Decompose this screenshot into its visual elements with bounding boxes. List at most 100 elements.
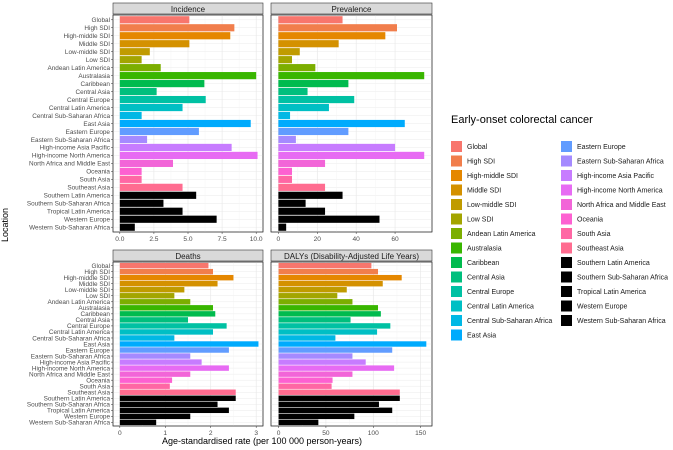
bar-east-asia xyxy=(119,119,251,128)
bar-high-income-north-america xyxy=(278,151,425,160)
legend-key xyxy=(451,199,462,210)
y-tick-label: Southeast Asia xyxy=(67,390,110,397)
bar-global xyxy=(119,16,190,24)
plot-frame xyxy=(270,14,433,233)
y-tick-label: Southern Latin America xyxy=(44,193,111,200)
legend-entry-south-asia: South Asia xyxy=(561,228,611,239)
x-tick-label: 150 xyxy=(415,430,426,437)
bar-high-middle-sdi xyxy=(119,32,231,40)
x-tick-label: 1 xyxy=(163,430,167,437)
y-tick-label: Western Europe xyxy=(64,217,111,224)
legend-label: Southern Latin America xyxy=(577,260,650,267)
legend-key xyxy=(561,184,572,196)
bar-north-africa-and-middle-east xyxy=(278,371,353,377)
plot-frame xyxy=(270,261,433,427)
bar-southeast-asia xyxy=(119,389,236,395)
bar-eastern-sub-saharan-africa xyxy=(278,135,296,144)
legend-key xyxy=(561,315,572,326)
bar-high-income-asia-pacific xyxy=(278,143,396,152)
x-tick-label: 2 xyxy=(209,430,213,437)
bar-western-europe xyxy=(278,215,380,223)
bar-low-sdi xyxy=(278,56,292,64)
bar-southeast-asia xyxy=(119,183,183,191)
bar-south-asia xyxy=(119,383,170,389)
legend-entry-east-asia: East Asia xyxy=(451,329,496,341)
bar-eastern-europe xyxy=(119,127,199,136)
y-tick-label: Oceania xyxy=(86,377,110,384)
legend-entry-high-sdi: High SDI xyxy=(451,155,495,167)
bar-caribbean xyxy=(278,311,381,317)
legend-entry-middle-sdi: Middle SDI xyxy=(451,184,501,196)
y-tick-label: Western Europe xyxy=(64,414,111,421)
panel-dalys-disability-adjusted-life-years: DALYs (Disability-Adjusted Life Years) 0 5… xyxy=(270,249,433,437)
panel-title: Incidence xyxy=(171,5,206,14)
y-tick-label: High-middle SDI xyxy=(63,275,110,282)
bar-tropical-latin-america xyxy=(119,407,229,414)
y-tick-label: Global xyxy=(92,17,110,24)
legend-label: High-income Asia Pacific xyxy=(577,173,655,180)
legend-label: South Asia xyxy=(577,231,611,238)
legend-entry-central-sub-saharan-africa: Central Sub-Saharan Africa xyxy=(451,315,552,326)
legend-entry-central-asia: Central Asia xyxy=(451,271,505,283)
bar-central-asia xyxy=(278,317,351,323)
bar-eastern-sub-saharan-africa xyxy=(119,135,148,144)
legend-label: Southern Sub-Saharan Africa xyxy=(577,275,668,282)
x-tick-label: 0 xyxy=(118,430,122,437)
legend-key xyxy=(451,228,462,239)
legend-entry-high-income-asia-pacific: High-income Asia Pacific xyxy=(561,170,655,181)
x-tick-label: 60 xyxy=(391,236,399,243)
y-tick-label: Low SDI xyxy=(86,57,110,64)
y-tick-label: Caribbean xyxy=(81,311,111,318)
bar-western-sub-saharan-africa xyxy=(119,419,157,426)
y-tick-label: Australasia xyxy=(78,73,110,80)
legend-label: High SDI xyxy=(467,159,495,166)
legend-key xyxy=(561,213,572,225)
y-tick-label: Central Europe xyxy=(67,97,110,104)
legend-entry-low-sdi: Low SDI xyxy=(451,213,494,225)
bar-eastern-sub-saharan-africa xyxy=(119,353,191,359)
bar-oceania xyxy=(278,377,333,383)
bar-australasia xyxy=(119,72,257,80)
legend-entry-caribbean: Caribbean xyxy=(451,257,499,268)
bar-andean-latin-america xyxy=(278,64,316,72)
bar-australasia xyxy=(278,72,425,80)
bar-southern-latin-america xyxy=(278,191,343,199)
y-tick-label: Low SDI xyxy=(86,293,110,300)
y-tick-label: Low-middle SDI xyxy=(65,49,110,56)
legend-title: Early-onset colorectal cancer xyxy=(451,114,593,126)
bar-low-sdi xyxy=(119,56,142,64)
bar-southern-sub-saharan-africa xyxy=(119,401,218,408)
legend-entry-australasia: Australasia xyxy=(451,242,502,254)
bar-central-europe xyxy=(278,323,391,329)
legend-entry-eastern-europe: Eastern Europe xyxy=(561,141,626,152)
bar-middle-sdi xyxy=(278,40,339,48)
y-tick-label: Eastern Europe xyxy=(66,347,111,354)
legend-entry-southern-sub-saharan-africa: Southern Sub-Saharan Africa xyxy=(561,271,668,283)
legend-label: Eastern Sub-Saharan Africa xyxy=(577,159,664,166)
x-tick-label: 20 xyxy=(314,236,322,243)
legend-label: East Asia xyxy=(467,333,496,340)
legend-label: Central Asia xyxy=(467,275,505,282)
y-tick-label: South Asia xyxy=(79,384,110,391)
legend-entry-central-latin-america: Central Latin America xyxy=(451,300,534,312)
bar-global xyxy=(278,262,372,269)
bar-australasia xyxy=(119,305,213,311)
bar-western-sub-saharan-africa xyxy=(119,223,135,231)
y-tick-label: Central Sub-Saharan Africa xyxy=(32,335,110,342)
bar-middle-sdi xyxy=(119,280,218,287)
bar-high-income-north-america xyxy=(119,151,258,160)
bar-western-europe xyxy=(119,413,191,420)
y-tick-label: North Africa and Middle East xyxy=(29,371,110,378)
bar-southern-latin-america xyxy=(278,395,400,401)
bar-caribbean xyxy=(119,80,205,88)
bar-central-latin-america xyxy=(119,329,213,335)
x-tick-label: 50 xyxy=(322,430,330,437)
legend-label: Caribbean xyxy=(467,260,499,267)
y-tick-label: High-income Asia Pacific xyxy=(40,359,111,366)
bar-central-sub-saharan-africa xyxy=(119,111,142,120)
legend-entry-tropical-latin-america: Tropical Latin America xyxy=(561,286,646,297)
legend-key xyxy=(451,286,462,297)
legend-label: Australasia xyxy=(467,246,502,253)
legend-label: Low SDI xyxy=(467,217,494,224)
